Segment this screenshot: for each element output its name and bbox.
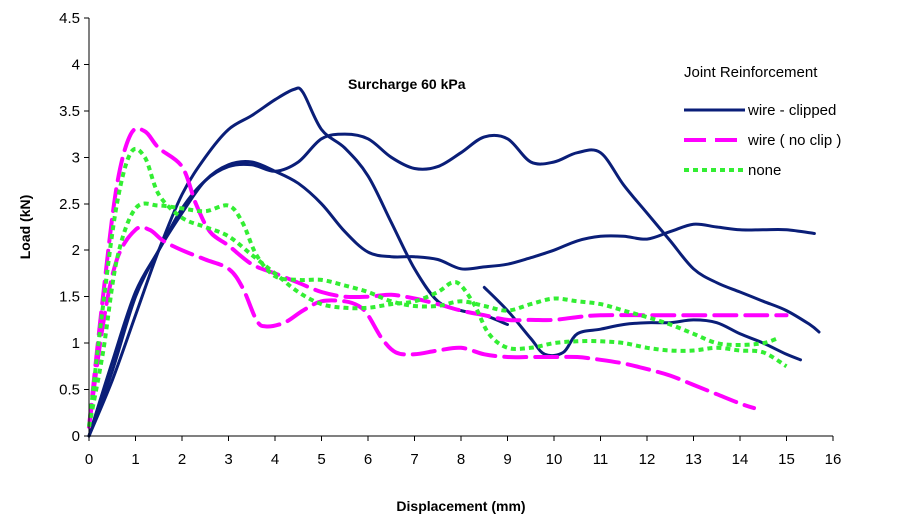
- x-tick-label: 15: [778, 451, 795, 468]
- legend-item: wire ( no clip ): [684, 132, 841, 149]
- series-line-5: [87, 126, 789, 429]
- series-line-7: [87, 146, 788, 427]
- series-layer: [87, 86, 821, 438]
- x-tick-label: 10: [546, 451, 563, 468]
- series-line-3: [87, 160, 816, 438]
- x-tick-label: 6: [364, 451, 372, 468]
- x-tick-label: 1: [131, 451, 139, 468]
- x-tick-label: 3: [224, 451, 232, 468]
- series-line-6: [87, 225, 756, 429]
- y-axis-title: Load (kN): [17, 195, 33, 260]
- series-line-8: [87, 201, 778, 428]
- ticks-layer: 0 1 2 3 4 5 6 7 8 9 10 11 12 13 14 15 1600.511.522.533.5…: [59, 10, 841, 468]
- legend-label: wire ( no clip ): [747, 132, 841, 149]
- x-tick-label: 8: [457, 451, 465, 468]
- x-tick-label: 0: [85, 451, 93, 468]
- y-tick-label: 0: [72, 428, 80, 445]
- x-tick-label: 11: [593, 451, 609, 468]
- x-tick-label: 9: [503, 451, 511, 468]
- y-tick-label: 4: [72, 56, 80, 73]
- x-tick-label: 16: [825, 451, 842, 468]
- y-tick-label: 3: [72, 149, 80, 166]
- legend-item: none: [684, 162, 781, 179]
- y-tick-label: 2.5: [59, 196, 80, 213]
- y-tick-label: 0.5: [59, 382, 80, 399]
- legend-item: wire - clipped: [684, 102, 836, 119]
- x-tick-label: 14: [732, 451, 749, 468]
- y-tick-label: 1.5: [59, 289, 80, 306]
- x-tick-label: 4: [271, 451, 279, 468]
- series-line-4: [482, 285, 802, 362]
- y-tick-label: 2: [72, 242, 80, 259]
- x-tick-label: 13: [685, 451, 702, 468]
- legend-label: wire - clipped: [747, 102, 836, 119]
- legend-title: Joint Reinforcement: [684, 64, 818, 81]
- chart-annotation: Surcharge 60 kPa: [348, 76, 466, 92]
- legend: Joint Reinforcement wire - clipped wire (…: [684, 64, 841, 179]
- x-tick-label: 12: [639, 451, 656, 468]
- y-tick-label: 1: [72, 335, 80, 352]
- y-tick-label: 3.5: [59, 103, 80, 120]
- x-tick-label: 5: [317, 451, 325, 468]
- y-tick-label: 4.5: [59, 10, 80, 27]
- legend-label: none: [748, 162, 781, 179]
- x-tick-label: 2: [178, 451, 186, 468]
- legend-items: wire - clipped wire ( no clip ) none: [684, 102, 841, 179]
- x-axis-title: Displacement (mm): [396, 498, 525, 514]
- x-tick-label: 7: [410, 451, 418, 468]
